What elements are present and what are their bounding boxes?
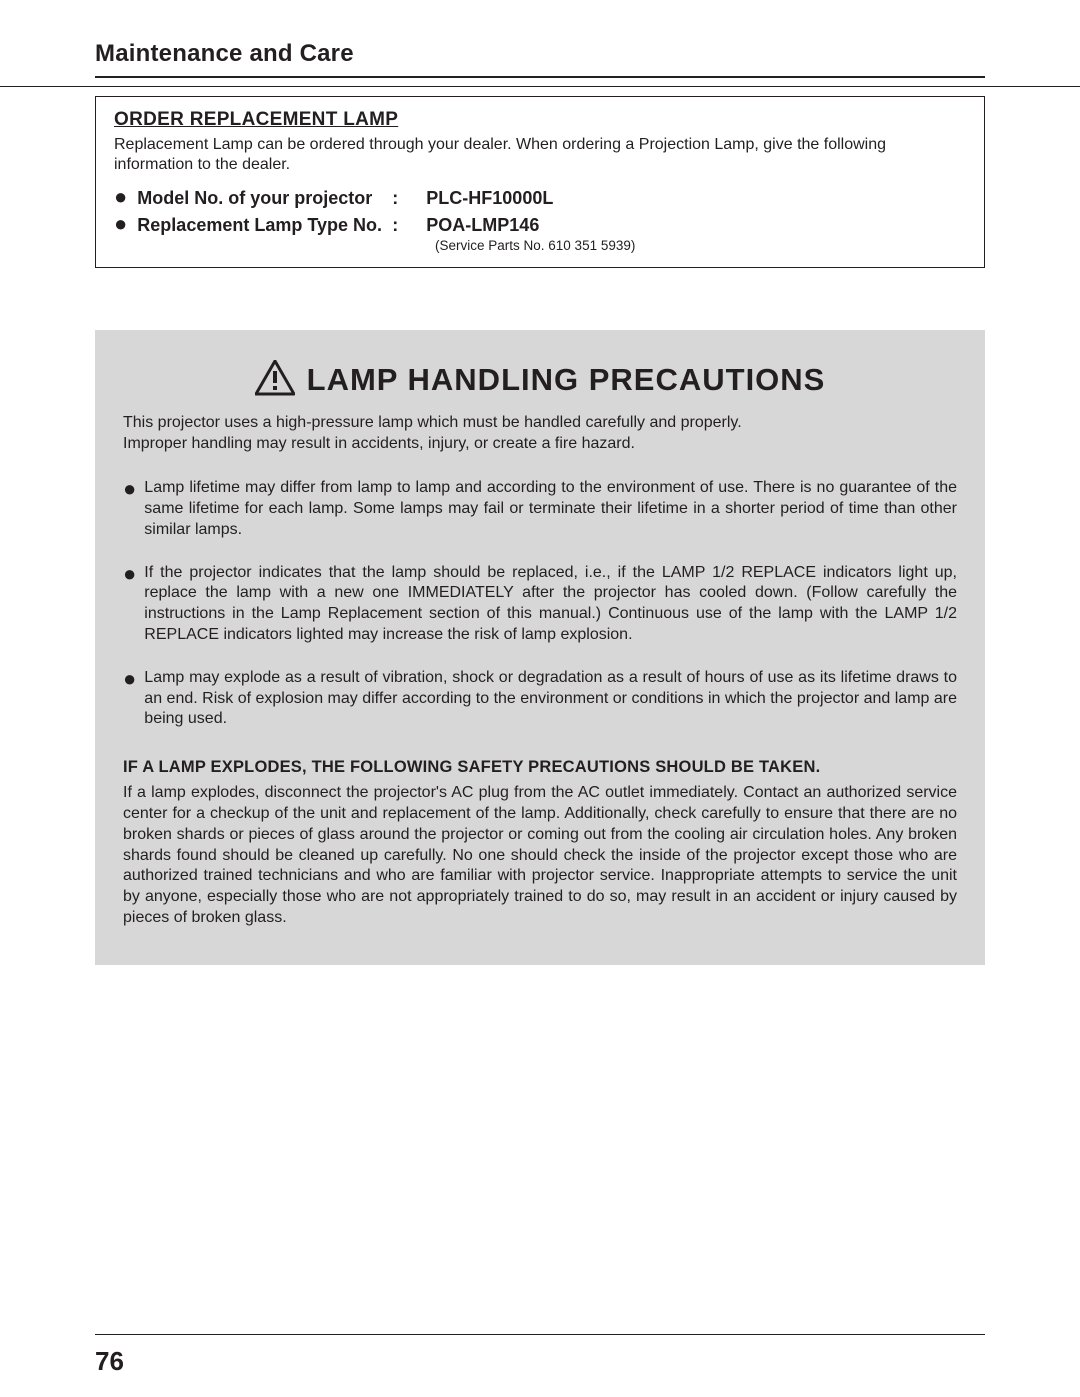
colon: : xyxy=(392,188,426,209)
warning-icon xyxy=(255,360,295,396)
explode-body: If a lamp explodes, disconnect the proje… xyxy=(123,783,957,929)
explode-heading: IF A LAMP EXPLODES, THE FOLLOWING SAFETY… xyxy=(123,758,957,777)
intro-line-2: Improper handling may result in accident… xyxy=(123,433,957,454)
order-value-lamp-type: POA-LMP146 xyxy=(426,215,539,236)
colon: : xyxy=(392,215,426,236)
order-description: Replacement Lamp can be ordered through … xyxy=(114,135,966,176)
bullet-icon: ● xyxy=(114,186,127,208)
order-replacement-box: ORDER REPLACEMENT LAMP Replacement Lamp … xyxy=(95,96,985,268)
service-parts-note: (Service Parts No. 610 351 5939) xyxy=(435,238,966,253)
order-value-model: PLC-HF10000L xyxy=(426,188,553,209)
bottom-rule xyxy=(95,1334,985,1335)
manual-page: Maintenance and Care ORDER REPLACEMENT L… xyxy=(0,0,1080,1397)
order-row-model: ● Model No. of your projector : PLC-HF10… xyxy=(114,186,966,209)
bullet-text: Lamp may explode as a result of vibratio… xyxy=(144,668,957,730)
title-rule-full xyxy=(0,86,1080,87)
title-rule-thick xyxy=(95,76,985,78)
order-grid: ● Model No. of your projector : PLC-HF10… xyxy=(114,186,966,253)
precautions-bullets: ● Lamp lifetime may differ from lamp to … xyxy=(123,478,957,730)
bullet-icon: ● xyxy=(114,213,127,235)
bullet-icon: ● xyxy=(123,478,136,540)
order-label-model: Model No. of your projector xyxy=(137,188,392,209)
precautions-title-text: LAMP HANDLING PRECAUTIONS xyxy=(307,362,826,397)
page-number: 76 xyxy=(95,1346,124,1377)
order-label-lamp-type: Replacement Lamp Type No. xyxy=(137,215,392,236)
intro-line-1: This projector uses a high-pressure lamp… xyxy=(123,412,957,433)
bullet-icon: ● xyxy=(123,563,136,646)
order-heading: ORDER REPLACEMENT LAMP xyxy=(114,109,966,131)
precautions-title: LAMP HANDLING PRECAUTIONS xyxy=(123,360,957,398)
bullet-item: ● Lamp lifetime may differ from lamp to … xyxy=(123,478,957,540)
order-row-lamp-type: ● Replacement Lamp Type No. : POA-LMP146 xyxy=(114,213,966,236)
bullet-icon: ● xyxy=(123,668,136,730)
precautions-box: LAMP HANDLING PRECAUTIONS This projector… xyxy=(95,330,985,965)
section-title: Maintenance and Care xyxy=(95,40,985,68)
precautions-intro: This projector uses a high-pressure lamp… xyxy=(123,412,957,454)
bullet-text: If the projector indicates that the lamp… xyxy=(144,563,957,646)
bullet-item: ● If the projector indicates that the la… xyxy=(123,563,957,646)
bullet-text: Lamp lifetime may differ from lamp to la… xyxy=(144,478,957,540)
bullet-item: ● Lamp may explode as a result of vibrat… xyxy=(123,668,957,730)
